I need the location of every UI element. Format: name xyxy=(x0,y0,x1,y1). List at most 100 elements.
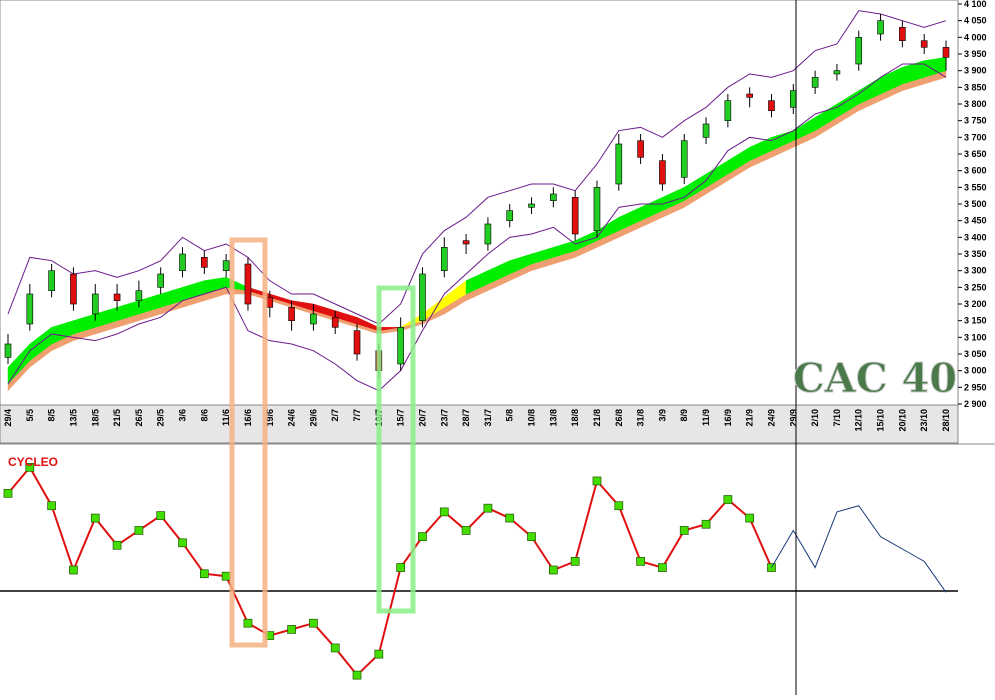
oscillator-marker xyxy=(570,557,580,566)
oscillator-marker xyxy=(221,571,231,581)
candle-body xyxy=(833,70,841,75)
x-tick-label: 29/6 xyxy=(308,409,318,427)
y-tick-label: 3 400 xyxy=(964,232,987,242)
x-tick-label: 15/10 xyxy=(876,409,886,432)
x-tick-label: 13/8 xyxy=(548,409,558,427)
oscillator-marker xyxy=(352,670,362,680)
candle-body xyxy=(659,160,666,185)
x-tick-label: 11/6 xyxy=(221,409,231,426)
x-tick-label: 11/9 xyxy=(701,409,711,426)
oscillator-marker xyxy=(723,495,733,504)
x-tick-label: 21/8 xyxy=(592,409,602,427)
candle-body xyxy=(615,143,623,185)
oscillator-marker xyxy=(25,463,35,472)
candle-body xyxy=(506,210,514,221)
x-tick-label: 16/6 xyxy=(243,409,253,427)
x-tick-label: 2/10 xyxy=(810,409,820,427)
oscillator-title: CYCLEO xyxy=(8,455,58,469)
oscillator-marker xyxy=(374,649,384,659)
candle-body xyxy=(201,257,208,268)
candle-body xyxy=(48,270,55,291)
candle-body xyxy=(244,263,252,305)
candle-body xyxy=(222,260,230,271)
oscillator-marker xyxy=(287,625,296,634)
candle-body xyxy=(331,317,339,328)
y-tick-label: 3 600 xyxy=(964,166,987,176)
candle-body xyxy=(637,140,644,158)
x-tick-label: 24/9 xyxy=(766,409,776,427)
oscillator-marker xyxy=(483,503,493,513)
oscillator-line xyxy=(771,505,947,593)
x-tick-label: 28/10 xyxy=(941,409,951,432)
candle-body xyxy=(484,223,492,245)
x-tick-label: 8/9 xyxy=(679,409,689,422)
candle-body xyxy=(397,327,404,365)
candle-body xyxy=(550,193,557,201)
oscillator-marker xyxy=(548,565,558,575)
oscillator-marker xyxy=(527,532,536,541)
candle-body xyxy=(353,330,361,355)
x-tick-label: 5/8 xyxy=(505,409,515,422)
candle-body xyxy=(70,273,77,305)
y-tick-label: 3 200 xyxy=(964,299,987,309)
plot-layer: 4 100 4 050 4 000 3 950 3 900 3 850 3 800 3 750… xyxy=(0,0,987,680)
y-tick-label: 3 700 xyxy=(964,132,987,142)
x-tick-label: 29/5 xyxy=(156,409,166,427)
x-tick-label: 20/7 xyxy=(417,409,427,427)
y-tick-label: 3 650 xyxy=(964,149,987,159)
y-tick-label: 4 000 xyxy=(964,32,987,42)
x-tick-label: 29/9 xyxy=(788,409,798,427)
y-tick-label: 3 150 xyxy=(964,316,987,326)
y-tick-label: 2 950 xyxy=(964,382,987,392)
candle-body xyxy=(440,247,448,271)
y-tick-label: 3 900 xyxy=(964,66,987,76)
y-tick-label: 3 750 xyxy=(964,116,987,126)
y-tick-label: 4 050 xyxy=(964,16,987,26)
candle-body xyxy=(702,123,710,138)
candle-body xyxy=(811,77,819,88)
oscillator-marker xyxy=(592,476,602,486)
candle-body xyxy=(135,290,143,301)
oscillator-marker xyxy=(134,526,144,535)
highlight-box xyxy=(376,285,416,614)
candle-body xyxy=(288,307,295,321)
candle-body xyxy=(113,293,121,301)
x-tick-label: 19/6 xyxy=(265,409,275,427)
oscillator-marker xyxy=(156,511,166,520)
x-tick-label: 23/7 xyxy=(439,409,449,427)
candle-body xyxy=(310,313,317,325)
candle-body xyxy=(680,140,688,178)
y-tick-label: 3 950 xyxy=(964,49,987,59)
oscillator-marker xyxy=(243,618,253,628)
x-tick-label: 10/8 xyxy=(527,409,537,427)
oscillator-marker xyxy=(614,501,624,511)
x-tick-label: 21/5 xyxy=(112,409,122,427)
candle-body xyxy=(899,27,906,41)
x-tick-label: 16/9 xyxy=(723,409,733,427)
oscillator-marker xyxy=(636,557,645,566)
oscillator-marker xyxy=(199,569,209,579)
y-tick-label: 3 000 xyxy=(964,366,987,376)
oscillator-marker xyxy=(90,513,100,523)
x-tick-label: 29/4 xyxy=(3,409,13,427)
oscillator-marker xyxy=(439,507,449,517)
candle-body xyxy=(768,100,775,111)
oscillator-marker xyxy=(679,526,689,535)
x-tick-label: 21/9 xyxy=(745,409,755,427)
price-panel xyxy=(0,0,959,406)
y-tick-label: 3 500 xyxy=(964,199,987,209)
oscillator-panel xyxy=(0,445,958,695)
oscillator-marker xyxy=(3,488,13,498)
candle-body xyxy=(91,293,99,315)
watermark: CAC 40 xyxy=(793,355,957,402)
y-tick-label: 3 550 xyxy=(964,182,987,192)
oscillator-marker xyxy=(178,538,187,548)
x-tick-label: 8/5 xyxy=(47,409,57,422)
x-tick-label: 18/5 xyxy=(90,409,100,427)
candle-body xyxy=(26,293,34,325)
candle-body xyxy=(855,37,863,65)
oscillator-marker xyxy=(309,618,318,628)
candle-body xyxy=(942,47,950,58)
x-tick-label: 24/6 xyxy=(287,409,297,427)
